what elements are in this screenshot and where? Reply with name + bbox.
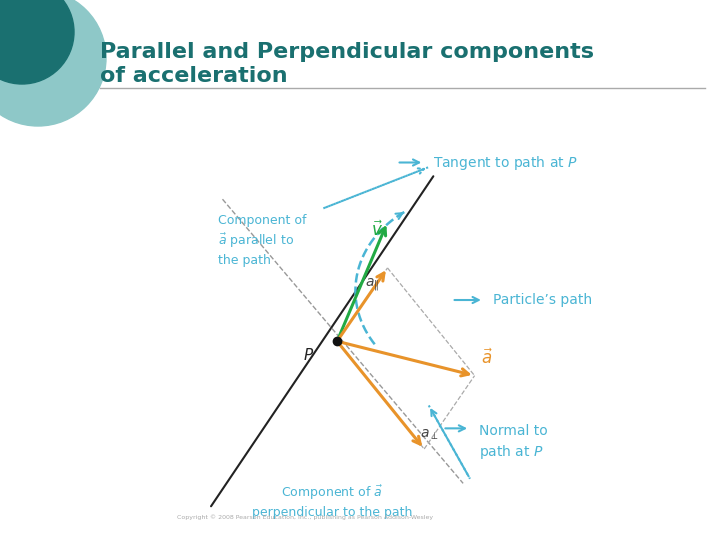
Text: $a_{\perp}$: $a_{\perp}$	[420, 428, 438, 442]
Text: of acceleration: of acceleration	[100, 66, 287, 86]
Text: Normal to
path at $P$: Normal to path at $P$	[480, 423, 548, 461]
Circle shape	[0, 0, 106, 126]
Circle shape	[0, 0, 74, 84]
Text: Component of
$\vec{a}$ parallel to
the path: Component of $\vec{a}$ parallel to the p…	[218, 214, 307, 267]
Text: Copyright © 2008 Pearson Education, Inc., publishing as Pearson Addison-Wesley: Copyright © 2008 Pearson Education, Inc.…	[176, 515, 433, 520]
Text: Tangent to path at $P$: Tangent to path at $P$	[433, 153, 578, 172]
Text: $\vec{v}$: $\vec{v}$	[372, 220, 384, 240]
Text: $a_{\|}$: $a_{\|}$	[364, 276, 379, 293]
Text: Component of $\vec{a}$
perpendicular to the path: Component of $\vec{a}$ perpendicular to …	[252, 484, 413, 519]
Text: Parallel and Perpendicular components: Parallel and Perpendicular components	[100, 42, 594, 62]
Text: $P$: $P$	[303, 347, 314, 363]
Text: $\vec{a}$: $\vec{a}$	[482, 349, 493, 368]
Text: Particle’s path: Particle’s path	[493, 293, 592, 307]
